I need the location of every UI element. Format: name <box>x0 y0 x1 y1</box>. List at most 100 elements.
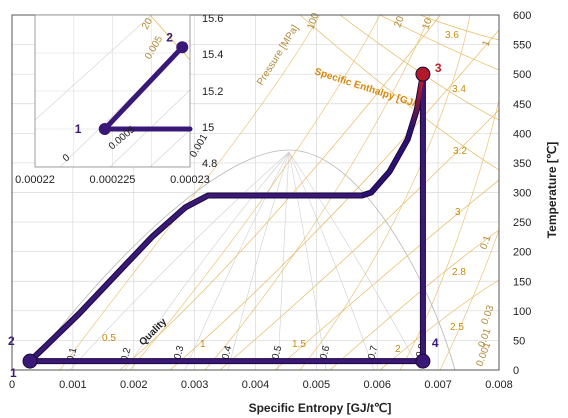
enthalpy-line <box>219 109 499 370</box>
state-points: 1 2 3 4 <box>8 61 442 380</box>
x-axis-label: Specific Entropy [GJ/t℃] <box>249 401 392 415</box>
x-tick-label: 0.006 <box>363 379 391 391</box>
superheat-line <box>361 73 425 198</box>
enthalpy-line <box>379 15 499 71</box>
quality-line <box>227 151 290 370</box>
y-tick-label: 450 <box>513 99 531 111</box>
inset-point-label-1: 1 <box>75 122 82 136</box>
pressure-line <box>204 15 431 370</box>
state-point-4 <box>415 353 431 369</box>
inset-state-points: 12 <box>75 30 189 136</box>
pressure-label: 0.1 <box>478 234 493 251</box>
state-point-3 <box>415 66 431 82</box>
enthalpy-label: 3.4 <box>452 84 466 95</box>
x-tick-label: 0.001 <box>59 379 87 391</box>
quality-label: 0.6 <box>318 344 332 361</box>
enthalpy-line <box>299 15 499 171</box>
pressure-line <box>439 229 499 370</box>
inset-y-tick-label: 15.4 <box>202 49 223 61</box>
enthalpy-line <box>379 279 499 370</box>
y-tick-label: 600 <box>513 10 531 22</box>
enthalpy-label: 0.5 <box>102 333 116 344</box>
x-tick-label: 0.005 <box>303 379 331 391</box>
y-tick-label: 300 <box>513 188 531 200</box>
inset-series <box>102 44 193 132</box>
plot-frame <box>11 14 500 371</box>
inset-x-tick-label: 0.00022 <box>15 174 55 186</box>
enthalpy-label: 1 <box>200 339 206 350</box>
enthalpy-label: 3.2 <box>453 146 467 157</box>
pressure-label: 1 <box>480 39 492 48</box>
enthalpy-line <box>274 179 499 370</box>
pressure-label: 100 <box>305 11 321 31</box>
enthalpy-label: 2.8 <box>452 267 466 278</box>
y-tick-label: 400 <box>513 128 531 140</box>
inset-point-2 <box>176 41 189 54</box>
x-tick-label: 0.004 <box>242 379 270 391</box>
quality-label: 0.5 <box>270 344 284 361</box>
x-ticks: 0 0.001 0.002 0.003 0.004 0.005 0.006 0.007 0.00… <box>9 379 513 391</box>
inset-y-tick-label: 15 <box>202 122 214 134</box>
x-tick-label: 0 <box>9 379 15 391</box>
state-point-1 <box>22 353 38 369</box>
enthalpy-label: 3.6 <box>445 30 459 41</box>
quality-line <box>69 151 290 370</box>
y-tick-label: 500 <box>513 69 531 81</box>
inset-frame <box>34 14 191 168</box>
enthalpy-label: 3 <box>455 207 461 218</box>
y-tick-label: 250 <box>513 217 531 229</box>
pressure-line <box>299 15 471 370</box>
x-tick-label: 0.008 <box>485 379 513 391</box>
y-tick-label: 50 <box>513 335 525 347</box>
state-point-label-1: 1 <box>10 366 17 380</box>
quality-line <box>288 151 327 370</box>
inset-y-tick-label: 15.6 <box>202 13 223 25</box>
pressure-title: Pressure [MPa] <box>255 23 301 87</box>
inset-x-tick-label: 0.000225 <box>90 174 136 186</box>
saturation-dome <box>29 149 456 370</box>
state-point-label-4: 4 <box>432 336 439 350</box>
x-tick-label: 0.003 <box>181 379 209 391</box>
inset-isoline-label: 0 <box>61 152 73 164</box>
enthalpy-line <box>419 15 499 41</box>
inset-point-label-2: 2 <box>166 30 173 44</box>
pressure-line <box>399 99 499 370</box>
quality-label: 0.7 <box>366 344 380 361</box>
y-tick-label: 150 <box>513 276 531 288</box>
enthalpy-line <box>169 29 499 370</box>
pressure-label: 20 <box>392 14 406 29</box>
inset-isoline-label: 20 <box>140 16 155 32</box>
enthalpy-label: 2 <box>395 344 401 355</box>
enthalpy-label: 2.5 <box>450 322 464 333</box>
inset-point-1 <box>98 123 111 135</box>
inset-isoline <box>35 15 152 121</box>
enthalpy-label: 1.5 <box>292 339 306 350</box>
pressure-line <box>59 15 321 370</box>
x-tick-label: 0.002 <box>120 379 148 391</box>
quality-line <box>124 151 290 370</box>
inset-isoline <box>149 129 190 167</box>
quality-label: 0.3 <box>172 344 186 361</box>
inset-y-tick-label: 15.2 <box>202 86 223 98</box>
y-tick-label: 550 <box>513 40 531 52</box>
isolines <box>29 15 499 370</box>
inset-y-tick-label: 4.8 <box>202 158 217 170</box>
y-tick-label: 0 <box>513 365 519 377</box>
y-ticks: 0 50 100 150 200 250 300 350 400 450 500 550 600 <box>513 10 531 377</box>
y-tick-label: 350 <box>513 158 531 170</box>
quality-label: 0.4 <box>220 344 234 361</box>
state-point-label-3: 3 <box>435 61 442 75</box>
enthalpy-line <box>339 15 499 121</box>
x-tick-label: 0.007 <box>424 379 452 391</box>
quality-line <box>288 151 421 370</box>
pressure-label: 0.03 <box>479 304 496 326</box>
cycle-series <box>27 71 426 365</box>
inset-x-tick-label: 0.00023 <box>170 174 210 186</box>
y-tick-label: 100 <box>513 306 531 318</box>
state-point-label-2: 2 <box>8 334 15 348</box>
quality-line <box>277 151 290 370</box>
pressure-line <box>129 15 381 370</box>
inset-isoline-label: 0.001 <box>188 132 210 160</box>
inset-line-2 <box>102 44 185 132</box>
